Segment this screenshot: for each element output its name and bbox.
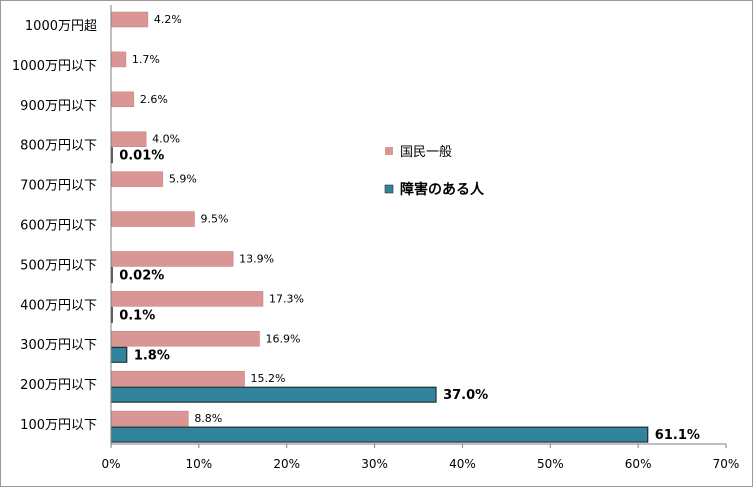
legend-label-disabled: 障害のある人 (400, 181, 485, 198)
data-label-general: 8.8% (194, 412, 222, 425)
bar-general (110, 91, 135, 108)
bar-disabled (110, 426, 649, 443)
category-label: 300万円以下 (20, 338, 97, 353)
bar-general (110, 211, 195, 227)
bar-general (110, 370, 245, 387)
data-label-general: 17.3% (269, 292, 304, 305)
legend-swatch-disabled (384, 184, 394, 194)
bars-layer (110, 11, 649, 443)
bar-general (110, 410, 189, 427)
x-tick-label: 40% (449, 457, 476, 471)
bar-general (110, 331, 260, 347)
bar-general (110, 291, 264, 307)
data-label-general: 13.9% (239, 252, 274, 265)
data-label-general: 4.0% (152, 133, 180, 146)
bar-general (110, 131, 147, 147)
data-label-disabled: 1.8% (134, 348, 170, 363)
data-label-disabled: 0.01% (119, 149, 164, 164)
x-tick-label: 30% (361, 457, 388, 471)
data-label-general: 5.9% (169, 173, 197, 186)
x-tick-label: 0% (101, 457, 120, 471)
legend-swatch-general (385, 147, 393, 155)
x-tick-label: 50% (537, 457, 564, 471)
x-tick-label: 20% (273, 457, 300, 471)
category-label: 800万円以下 (20, 139, 97, 154)
x-tick-label: 70% (713, 457, 740, 471)
category-label: 500万円以下 (20, 258, 97, 273)
bar-general (110, 11, 149, 28)
bar-general (110, 51, 127, 68)
data-label-disabled: 0.02% (119, 268, 164, 283)
data-label-disabled: 37.0% (443, 388, 488, 403)
data-label-general: 1.7% (132, 53, 160, 66)
labels-layer: 1000万円超 4.2% 1000万円以下 1.7% 900万円以下 2.6% 800万円以… (12, 13, 700, 443)
x-tick-label: 10% (186, 457, 213, 471)
data-label-general: 9.5% (200, 213, 228, 226)
bar-general (110, 251, 234, 267)
data-label-general: 4.2% (154, 13, 182, 26)
data-label-disabled: 61.1% (655, 428, 700, 443)
axis-layer: 0% 10% 20% 30% 40% 50% 60% 70% (101, 5, 739, 471)
category-label: 200万円以下 (20, 378, 97, 393)
data-label-general: 16.9% (265, 332, 300, 345)
bar-general (110, 171, 164, 187)
category-label: 1000万円超 (25, 19, 97, 34)
legend-label-general: 国民一般 (400, 144, 452, 160)
category-label: 1000万円以下 (12, 59, 97, 74)
bar-disabled (110, 346, 128, 363)
data-label-disabled: 0.1% (119, 308, 155, 323)
category-label: 100万円以下 (20, 418, 97, 433)
category-label: 900万円以下 (20, 99, 97, 114)
bar-disabled (110, 386, 437, 403)
category-label: 700万円以下 (20, 179, 97, 194)
data-label-general: 2.6% (140, 93, 168, 106)
category-label: 400万円以下 (20, 298, 97, 313)
category-label: 600万円以下 (20, 219, 97, 234)
data-label-general: 15.2% (251, 372, 286, 385)
x-tick-label: 60% (625, 457, 652, 471)
